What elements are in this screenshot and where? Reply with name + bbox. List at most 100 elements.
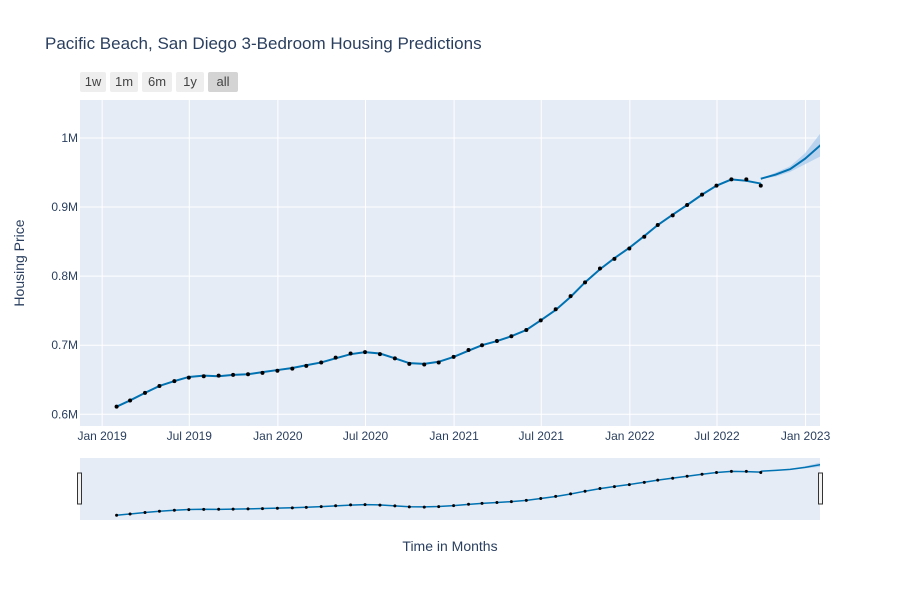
gridlines: [80, 100, 820, 426]
slider-data-point: [363, 503, 367, 507]
slider-data-point: [583, 489, 587, 493]
slider-data-point: [539, 497, 543, 501]
slider-data-point: [759, 471, 763, 475]
range-button-6m[interactable]: 6m: [142, 72, 172, 92]
slider-data-point: [407, 505, 411, 509]
y-tick-label: 0.6M: [51, 407, 78, 421]
range-slider-right-handle[interactable]: [818, 472, 823, 505]
data-point: [290, 366, 295, 371]
slider-data-point: [187, 508, 191, 512]
plot-area: [80, 100, 820, 426]
data-point: [260, 370, 265, 375]
slider-data-point: [157, 509, 161, 513]
data-point: [758, 183, 763, 188]
slider-data-point: [495, 501, 499, 505]
slider-data-point: [480, 501, 484, 505]
forecast-line: [760, 144, 820, 180]
slider-data-point: [554, 494, 558, 498]
x-tick-label: Jan 2022: [605, 429, 655, 443]
data-point: [333, 355, 338, 360]
slider-data-point: [744, 469, 748, 473]
slider-data-point: [115, 513, 119, 517]
y-axis-title: Housing Price: [11, 219, 27, 306]
data-point: [407, 361, 412, 366]
data-point: [583, 280, 588, 285]
slider-data-point: [700, 472, 704, 476]
y-tick-label: 0.7M: [51, 338, 78, 352]
x-tick-label: Jan 2019: [77, 429, 127, 443]
slider-data-point: [685, 474, 689, 478]
slider-data-point: [128, 512, 132, 516]
slider-data-point: [217, 507, 221, 511]
slider-data-point: [467, 502, 471, 506]
data-point: [128, 398, 133, 403]
slider-data-point: [656, 478, 660, 482]
slider-data-point: [349, 503, 353, 507]
data-point: [275, 368, 280, 373]
range-button-1w[interactable]: 1w: [80, 72, 106, 92]
x-tick-label: Jan 2023: [781, 429, 831, 443]
range-button-1m[interactable]: 1m: [110, 72, 138, 92]
data-point: [142, 390, 147, 395]
range-slider-handles[interactable]: [77, 472, 823, 505]
slider-data-point: [393, 504, 397, 508]
x-tick-label: Jul 2022: [694, 429, 740, 443]
slider-data-point: [290, 506, 294, 510]
data-point: [348, 351, 353, 356]
slider-data-point: [509, 500, 513, 504]
range-button-all[interactable]: all: [208, 72, 238, 92]
x-tick-label: Jul 2019: [167, 429, 213, 443]
slider-data-point: [569, 492, 573, 496]
data-point: [363, 350, 368, 355]
slider-data-point: [524, 498, 528, 502]
slider-data-point: [246, 507, 250, 511]
range-slider-left-handle[interactable]: [77, 472, 82, 505]
slider-forecast-line: [760, 464, 820, 472]
data-point: [729, 177, 734, 182]
data-point: [114, 404, 119, 409]
data-point: [627, 246, 632, 251]
range-slider[interactable]: [80, 458, 820, 520]
slider-data-point: [319, 505, 323, 509]
data-point: [186, 375, 191, 380]
data-point: [494, 339, 499, 344]
data-point: [655, 223, 660, 228]
range-button-1y[interactable]: 1y: [176, 72, 204, 92]
data-point: [700, 192, 705, 197]
slider-data-point: [422, 505, 426, 509]
data-point: [744, 177, 749, 182]
data-point: [553, 307, 558, 312]
slider-data-point: [231, 507, 235, 511]
data-point: [157, 383, 162, 388]
data-point: [172, 379, 177, 384]
data-point: [597, 266, 602, 271]
x-tick-label: Jan 2021: [429, 429, 479, 443]
data-point: [538, 318, 543, 323]
data-point: [319, 360, 324, 365]
range-slider-preview: [115, 462, 820, 517]
data-point: [231, 372, 236, 377]
x-tick-label: Jul 2021: [519, 429, 565, 443]
data-point: [612, 256, 617, 261]
range-selector: 1w 1m 6m 1y all: [80, 72, 238, 92]
data-point: [451, 354, 456, 359]
data-point: [466, 348, 471, 353]
x-tick-label: Jul 2020: [343, 429, 389, 443]
data-point: [304, 363, 309, 368]
data-point: [642, 234, 647, 239]
slider-data-point: [714, 471, 718, 475]
data-point: [524, 327, 529, 332]
slider-data-point: [452, 504, 456, 508]
slider-data-point: [642, 480, 646, 484]
data-point: [377, 352, 382, 357]
data-point: [436, 360, 441, 365]
data-point: [714, 183, 719, 188]
slider-data-point: [671, 476, 675, 480]
slider-data-point: [172, 508, 176, 512]
data-point: [246, 372, 251, 377]
slider-data-point: [612, 485, 616, 489]
slider-data-point: [378, 503, 382, 507]
data-point: [480, 343, 485, 348]
x-tick-label: Jan 2020: [253, 429, 303, 443]
